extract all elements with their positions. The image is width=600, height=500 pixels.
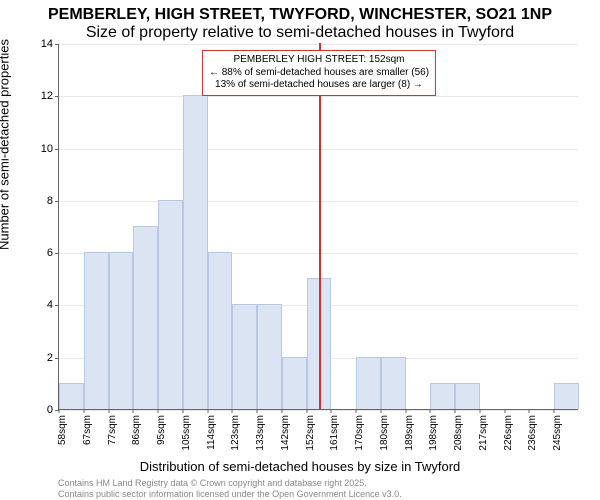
xtick-label: 105sqm [183,397,194,433]
histogram-bar [232,304,257,409]
ytick-label: 14 [41,38,53,50]
xtick-label: 198sqm [430,397,441,433]
xtick-label: 123sqm [232,397,243,433]
histogram-bar [133,226,158,409]
x-axis-label: Distribution of semi-detached houses by … [0,459,600,474]
chart-container: PEMBERLEY, HIGH STREET, TWYFORD, WINCHES… [0,0,600,500]
histogram-bar [84,252,109,409]
xtick-label: 245sqm [554,397,565,433]
histogram-bar [109,252,134,409]
plot-area: 0246810121458sqm67sqm77sqm86sqm95sqm105s… [58,44,578,410]
xtick-label: 226sqm [505,397,516,433]
annotation-line: 13% of semi-detached houses are larger (… [209,79,429,92]
xtick-label: 217sqm [480,397,491,433]
chart-title-line1: PEMBERLEY, HIGH STREET, TWYFORD, WINCHES… [0,6,600,24]
credit-line-1: Contains HM Land Registry data © Crown c… [58,478,367,488]
xtick-label: 95sqm [158,400,169,430]
xtick-label: 180sqm [381,397,392,433]
xtick-label: 86sqm [133,400,144,430]
ytick-label: 4 [47,299,53,311]
ytick-mark [55,44,59,45]
ytick-mark [55,149,59,150]
reference-line [319,43,321,409]
xtick-label: 170sqm [356,397,367,433]
xtick-label: 77sqm [109,400,120,430]
ytick-label: 8 [47,195,53,207]
ytick-mark [55,201,59,202]
xtick-label: 114sqm [208,398,219,433]
xtick-label: 67sqm [84,400,95,430]
ytick-mark [55,253,59,254]
xtick-label: 142sqm [282,397,293,433]
ytick-mark [55,96,59,97]
ytick-label: 6 [47,247,53,259]
xtick-label: 189sqm [406,397,417,433]
histogram-bar [208,252,233,409]
ytick-label: 2 [47,352,53,364]
ytick-label: 12 [41,90,53,102]
xtick-label: 236sqm [529,397,540,433]
histogram-bar [183,95,208,409]
annotation-box: PEMBERLEY HIGH STREET: 152sqm← 88% of se… [202,50,436,96]
xtick-label: 58sqm [59,400,70,430]
histogram-bar [257,304,282,409]
annotation-line: ← 88% of semi-detached houses are smalle… [209,67,429,80]
ytick-mark [55,305,59,306]
ytick-mark [55,358,59,359]
xtick-label: 161sqm [331,397,342,433]
xtick-label: 152sqm [307,397,318,433]
ytick-label: 0 [47,404,53,416]
chart-title-line2: Size of property relative to semi-detach… [0,24,600,42]
histogram-bar [158,200,183,409]
xtick-label: 208sqm [455,397,466,433]
y-axis-label: Number of semi-detached properties [0,39,12,250]
xtick-label: 133sqm [257,397,268,433]
ytick-label: 10 [41,143,53,155]
annotation-line: PEMBERLEY HIGH STREET: 152sqm [209,54,429,67]
credit-line-2: Contains public sector information licen… [58,489,402,499]
